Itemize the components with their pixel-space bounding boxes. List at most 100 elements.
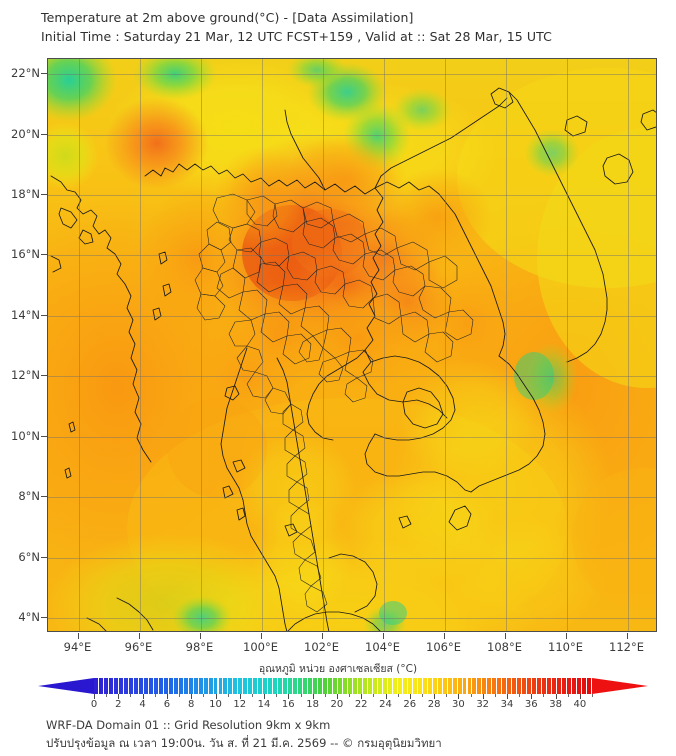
colorbar-segment [367,678,373,694]
axis-tick-longitude [382,633,384,639]
colorbar-tick-label: 30 [452,699,465,710]
colorbar-segment [477,678,483,694]
colorbar-tick-label: 20 [330,699,344,710]
axis-label-latitude: 20°N [11,126,40,141]
colorbar-tick [446,694,448,697]
title-line-2: Initial Time : Saturday 21 Mar, 12 UTC F… [41,29,552,44]
colorbar-tick [434,694,436,699]
colorbar-segment [288,678,294,694]
colorbar-segment [173,678,179,694]
colorbar-segment [203,678,209,694]
axis-label-longitude: 98°E [185,640,214,654]
colorbar-segment [323,678,329,694]
colorbar-tick-label: 0 [90,699,98,710]
colorbar-segment [333,678,338,694]
colorbar-segment [273,678,279,694]
colorbar-segment [507,678,513,694]
colorbar-tick [349,694,351,697]
colorbar-tick-label: 32 [476,699,490,710]
colorbar-tick [94,694,95,699]
map-figure: 4°N 6°N 8°N 10°N 12°N 14°N 16°N 18°N 20°N 22°N 94°… [0,48,676,654]
colorbar-segment [437,678,443,694]
colorbar-segment [552,678,558,694]
colorbar-segment [402,678,408,694]
colorbar-tick [264,694,265,699]
colorbar-tick [385,694,387,699]
colorbar-segment [218,678,224,694]
colorbar-tick-label: 34 [500,699,514,710]
colorbar-segment [432,678,438,694]
colorbar-segment [497,678,503,694]
colorbar-segment [572,678,578,694]
axis-tick-latitude [41,73,47,75]
colorbar-tick-label: 8 [188,699,195,710]
colorbar-segment [427,678,433,694]
colorbar-segment [377,678,383,694]
colorbar: อุณหภูมิ หน่วย องศาเซลเซียส (°C) 0 2 4 6 8 10… [0,660,676,716]
colorbar-tick [531,694,533,699]
colorbar-segment [183,678,189,694]
colorbar-segment [223,678,229,694]
colorbar-axis: 0 2 4 6 8 10 12 14 16 18 20 22 24 26 28 30 32 34 36 38 40 [38,694,648,714]
colorbar-segment [392,678,398,694]
colorbar-segment [547,678,553,694]
colorbar-segment [517,678,523,694]
colorbar-tick-label: 22 [354,699,368,710]
colorbar-segment [268,678,274,694]
colorbar-segment [243,678,249,694]
colorbar-segment [452,678,458,694]
footer-block: WRF-DA Domain 01 :: Grid Resolution 9km … [46,716,646,752]
province-boundary-layer [194,193,474,613]
colorbar-segment [352,678,358,694]
colorbar-segment [263,678,269,694]
colorbar-segment [412,678,418,694]
colorbar-tick-label: 28 [427,699,441,710]
colorbar-segment [467,678,473,694]
axis-label-latitude: 4°N [18,609,40,624]
axis-label-longitude: 102°E [304,640,339,654]
colorbar-segment [213,678,219,694]
colorbar-segment [118,678,124,694]
colorbar-segment [447,678,453,694]
axis-tick-longitude [199,633,201,639]
chart-title-block: Temperature at 2m above ground(°C) - [Da… [41,8,661,46]
colorbar-tick [373,694,375,697]
axis-tick-latitude [41,375,47,377]
colorbar-segment [542,678,548,694]
map-plot-area[interactable] [47,58,657,632]
colorbar-segment [472,678,478,694]
colorbar-tick-label: 26 [403,699,417,710]
colorbar-tick [507,694,508,699]
colorbar-extend-low-arrow [38,678,94,694]
colorbar-tick [579,694,581,699]
colorbar-segment [582,678,587,694]
colorbar-strip[interactable] [38,678,648,694]
axis-tick-longitude [626,633,628,639]
colorbar-tick [422,694,423,697]
colorbar-segment [143,678,149,694]
colorbar-segment [407,678,413,694]
colorbar-tick [336,694,338,699]
colorbar-segment [308,678,314,694]
colorbar-tick [555,694,557,699]
colorbar-tick [251,694,253,697]
colorbar-tick [312,694,314,699]
colorbar-segment [163,678,169,694]
colorbar-segment [293,678,299,694]
colorbar-tick [179,694,180,697]
colorbar-segment [208,678,214,694]
colorbar-segment [387,678,393,694]
axis-tick-longitude [504,633,506,639]
axis-tick-longitude [443,633,445,639]
colorbar-segment [537,678,543,694]
colorbar-segment [567,678,573,694]
colorbar-segment [362,678,368,694]
colorbar-tick-label: 6 [163,699,171,710]
colorbar-segment [258,678,264,694]
colorbar-segment [417,678,423,694]
colorbar-tick [482,694,484,699]
colorbar-segment [577,678,583,694]
colorbar-tick [118,694,120,699]
colorbar-segment [108,678,114,694]
axis-label-latitude: 10°N [11,428,40,443]
